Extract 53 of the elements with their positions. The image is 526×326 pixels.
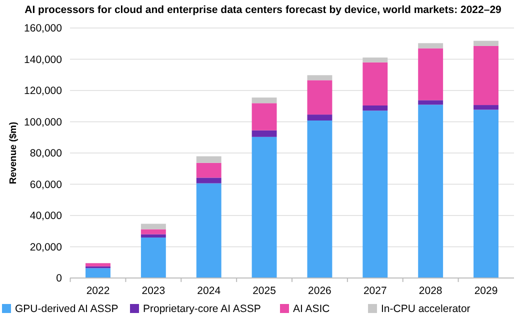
bar <box>86 268 110 278</box>
bar <box>362 106 388 111</box>
y-tick-label: 120,000 <box>24 85 62 97</box>
bar <box>362 110 388 278</box>
x-tick-label: 2028 <box>418 285 442 297</box>
y-tick-label: 60,000 <box>30 178 62 191</box>
y-tick-label: 20,000 <box>30 241 62 254</box>
bar <box>252 136 277 278</box>
bar <box>474 40 498 46</box>
x-tick-label: 2022 <box>86 285 110 297</box>
y-tick-label: 160,000 <box>24 22 62 34</box>
bar <box>307 120 332 278</box>
x-tick-label: 2026 <box>308 285 332 297</box>
bar <box>418 104 444 278</box>
bar <box>307 114 332 120</box>
bar <box>140 234 166 238</box>
x-tick-label: 2029 <box>474 285 498 297</box>
y-tick-label: 80,000 <box>30 148 62 160</box>
legend-label: In-CPU accelerator <box>381 303 471 315</box>
bar <box>307 75 332 80</box>
y-tick-label: 140,000 <box>24 54 62 66</box>
x-tick-label: 2027 <box>363 285 387 297</box>
chart-title: AI processors for cloud and enterprise data centers forecast by device, world markets: 2022–29 <box>24 4 502 16</box>
bar <box>196 178 222 184</box>
bar <box>140 229 166 234</box>
x-tick-label: 2023 <box>142 285 166 297</box>
y-tick-label: 40,000 <box>30 210 62 222</box>
bar <box>474 46 498 106</box>
bar <box>140 238 166 278</box>
x-tick-label: 2025 <box>252 285 276 297</box>
bar <box>418 100 444 105</box>
bar <box>252 103 277 130</box>
y-axis-title: Revenue ($m) <box>8 122 19 184</box>
bar <box>196 156 222 163</box>
legend-label: AI ASIC <box>293 303 330 315</box>
bar <box>362 58 388 62</box>
y-tick-label: 100,000 <box>24 116 62 128</box>
bar <box>307 80 332 115</box>
legend-label: Proprietary-core AI ASSP <box>143 303 261 315</box>
bar <box>252 130 277 137</box>
bar <box>196 183 222 278</box>
bar <box>418 48 444 100</box>
bar <box>196 162 222 178</box>
y-tick-label: 0 <box>56 272 62 284</box>
bar <box>474 110 498 278</box>
x-tick-label: 2024 <box>197 285 221 297</box>
legend-label: GPU-derived AI ASSP <box>15 303 118 315</box>
bar <box>252 98 277 104</box>
bar <box>362 62 388 106</box>
bar <box>418 43 444 48</box>
bar <box>140 224 166 230</box>
bar <box>86 263 110 266</box>
bar <box>474 105 498 110</box>
